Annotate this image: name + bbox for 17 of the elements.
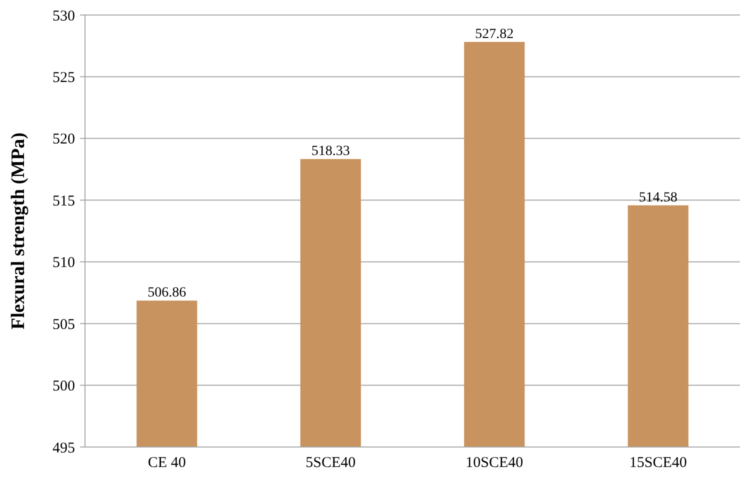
x-tick-label: CE 40 <box>148 455 186 471</box>
x-tick-label: 5SCE40 <box>306 455 356 471</box>
y-axis-title: Flexural strength (MPa) <box>8 132 29 330</box>
y-tick-label: 525 <box>52 70 75 86</box>
y-tick-label: 515 <box>52 193 75 210</box>
y-tick-label: 530 <box>52 8 75 24</box>
data-label: 506.86 <box>148 286 186 301</box>
x-tick-label: 15SCE40 <box>629 455 687 471</box>
data-label: 514.58 <box>638 190 678 206</box>
y-tick-label: 500 <box>52 378 75 395</box>
y-tick-label: 505 <box>52 316 75 333</box>
x-tick-label: 10SCE40 <box>466 455 524 471</box>
y-tick-label: 510 <box>52 255 75 272</box>
y-tick-label: 520 <box>52 132 75 148</box>
data-label: 518.33 <box>311 144 350 160</box>
data-label: 527.82 <box>475 26 514 42</box>
y-tick-label: 495 <box>52 440 75 456</box>
